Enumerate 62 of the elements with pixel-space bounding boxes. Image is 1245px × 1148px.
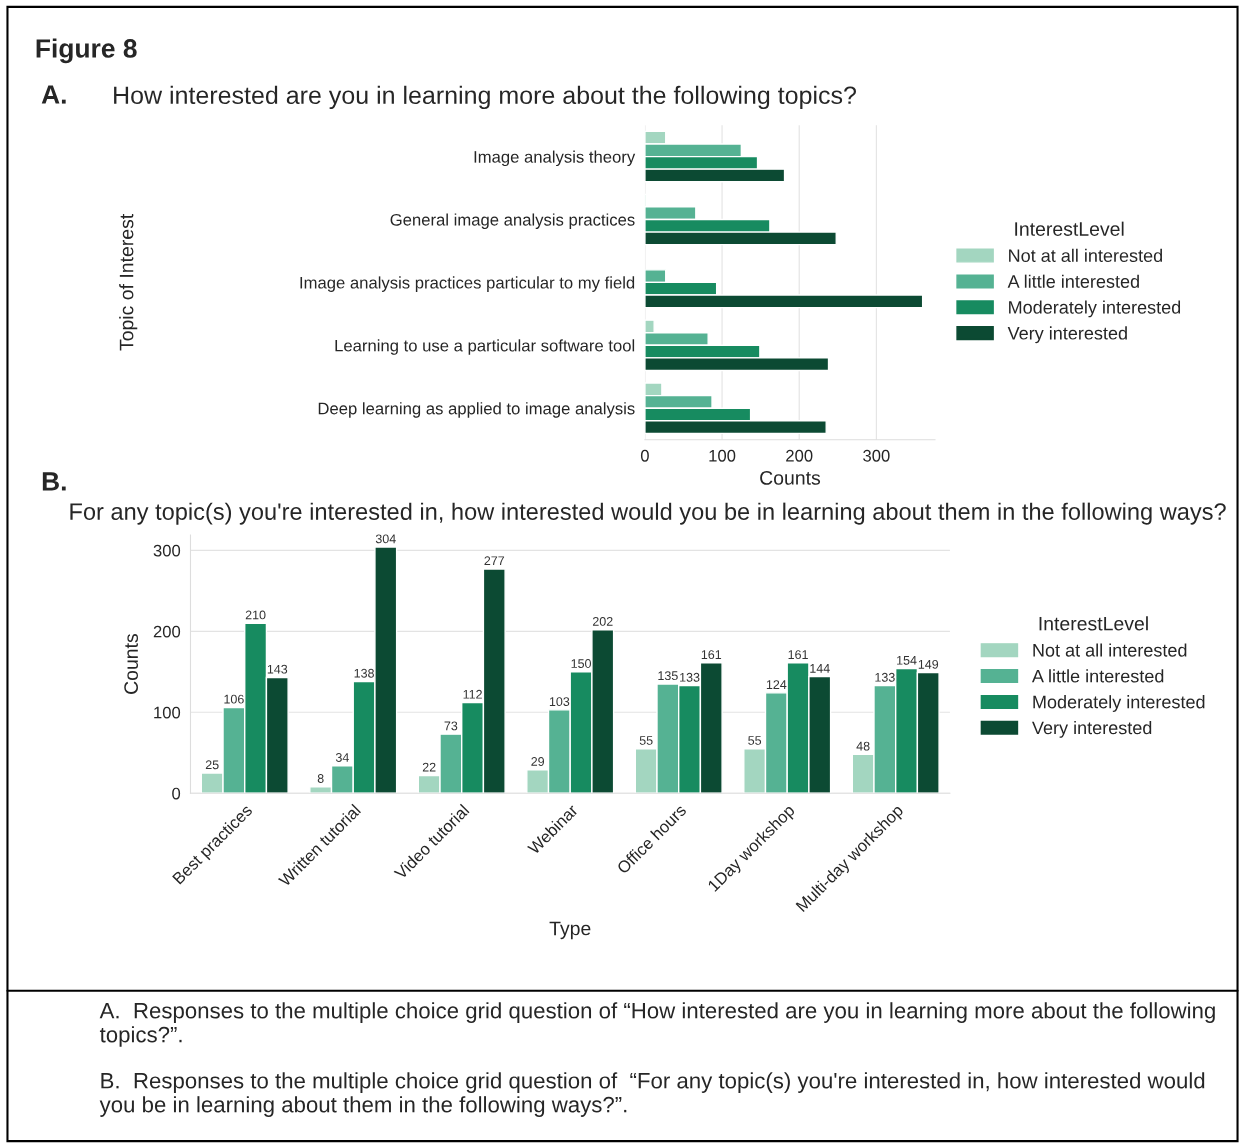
data-label: 143 [267, 664, 288, 674]
legend-label: Moderately interested [1009, 300, 1181, 318]
data-label: 103 [549, 697, 570, 707]
x-tick-label: 0 [640, 449, 649, 462]
data-label: 144 [810, 664, 830, 673]
data-label: 106 [224, 694, 244, 704]
data-label: 55 [639, 736, 653, 745]
data-label: 149 [918, 659, 939, 669]
data-label: 161 [701, 650, 722, 660]
legend-label: A little interested [1007, 274, 1139, 288]
legend-label: A little interested [1031, 669, 1164, 683]
data-label: 22 [422, 762, 436, 772]
text: B. [42, 472, 66, 491]
x-tick-label: 100 [709, 449, 736, 462]
legend-label: Not at all interested [1033, 643, 1187, 657]
data-label: 112 [463, 689, 482, 699]
y-tick-label: 300 [153, 544, 181, 557]
legend-label: Very interested [1032, 720, 1152, 738]
x-tick-label: 200 [786, 449, 813, 462]
data-label: 210 [245, 610, 266, 620]
legend-label: Moderately interested [1033, 695, 1205, 712]
data-label: 277 [484, 556, 505, 565]
y-tick-label: 0 [172, 787, 181, 800]
caption: Figure 8 [36, 38, 137, 64]
chart-title: For any topic(s) you're interested in, how interested would you be in learning about them in the following ways? [70, 502, 1226, 525]
data-label: 138 [354, 668, 374, 678]
data-label: 304 [375, 534, 396, 544]
data-label: 8 [317, 774, 324, 783]
text: B. Responses to the multiple choice grid question of “For any topic(s) you're interested in, how interested would you be in learning about them in the following ways?”. [99, 1072, 1205, 1117]
y-tick-label: Image analysis practices particular to my field [300, 276, 635, 292]
text: A. Responses to the multiple choice grid question of “How interested are you in learning more about the following topics?”. [99, 1002, 1215, 1047]
legend-label: Very interested [1007, 326, 1127, 344]
data-label: 133 [875, 672, 895, 682]
data-label: 29 [531, 757, 545, 766]
text: A. [41, 85, 66, 104]
data-label: 34 [335, 753, 349, 762]
data-label: 48 [856, 741, 870, 751]
x-tick-label: 300 [863, 449, 890, 462]
data-label: 25 [205, 760, 219, 770]
data-label: 73 [444, 721, 458, 731]
legend-title: InterestLevel [1015, 221, 1124, 236]
data-label: 55 [748, 736, 762, 745]
x-axis-title: Type [549, 921, 591, 940]
data-label: 124 [766, 680, 787, 689]
y-axis-title: Counts [124, 634, 138, 694]
x-axis-title: Counts [760, 471, 821, 485]
chart-title: How interested are you in learning more about the following topics? [114, 85, 856, 110]
data-label: 133 [680, 672, 700, 682]
legend-title: InterestLevel [1039, 616, 1148, 631]
data-label: 154 [897, 655, 917, 665]
y-tick-label: Image analysis theory [474, 150, 636, 167]
legend-label: Not at all interested [1009, 248, 1162, 263]
data-label: 150 [571, 659, 591, 668]
data-label: 202 [592, 616, 613, 626]
y-tick-label: 100 [154, 706, 181, 719]
y-tick-label: General image analysis practices [390, 213, 635, 229]
y-tick-label: Learning to use a particular software tool [335, 339, 635, 355]
data-label: 161 [788, 650, 808, 660]
y-tick-label: Deep learning as applied to image analysis [318, 402, 635, 418]
y-axis-title: Topic of Interest [119, 213, 138, 351]
data-label: 135 [658, 671, 678, 681]
y-tick-label: 200 [153, 625, 181, 638]
